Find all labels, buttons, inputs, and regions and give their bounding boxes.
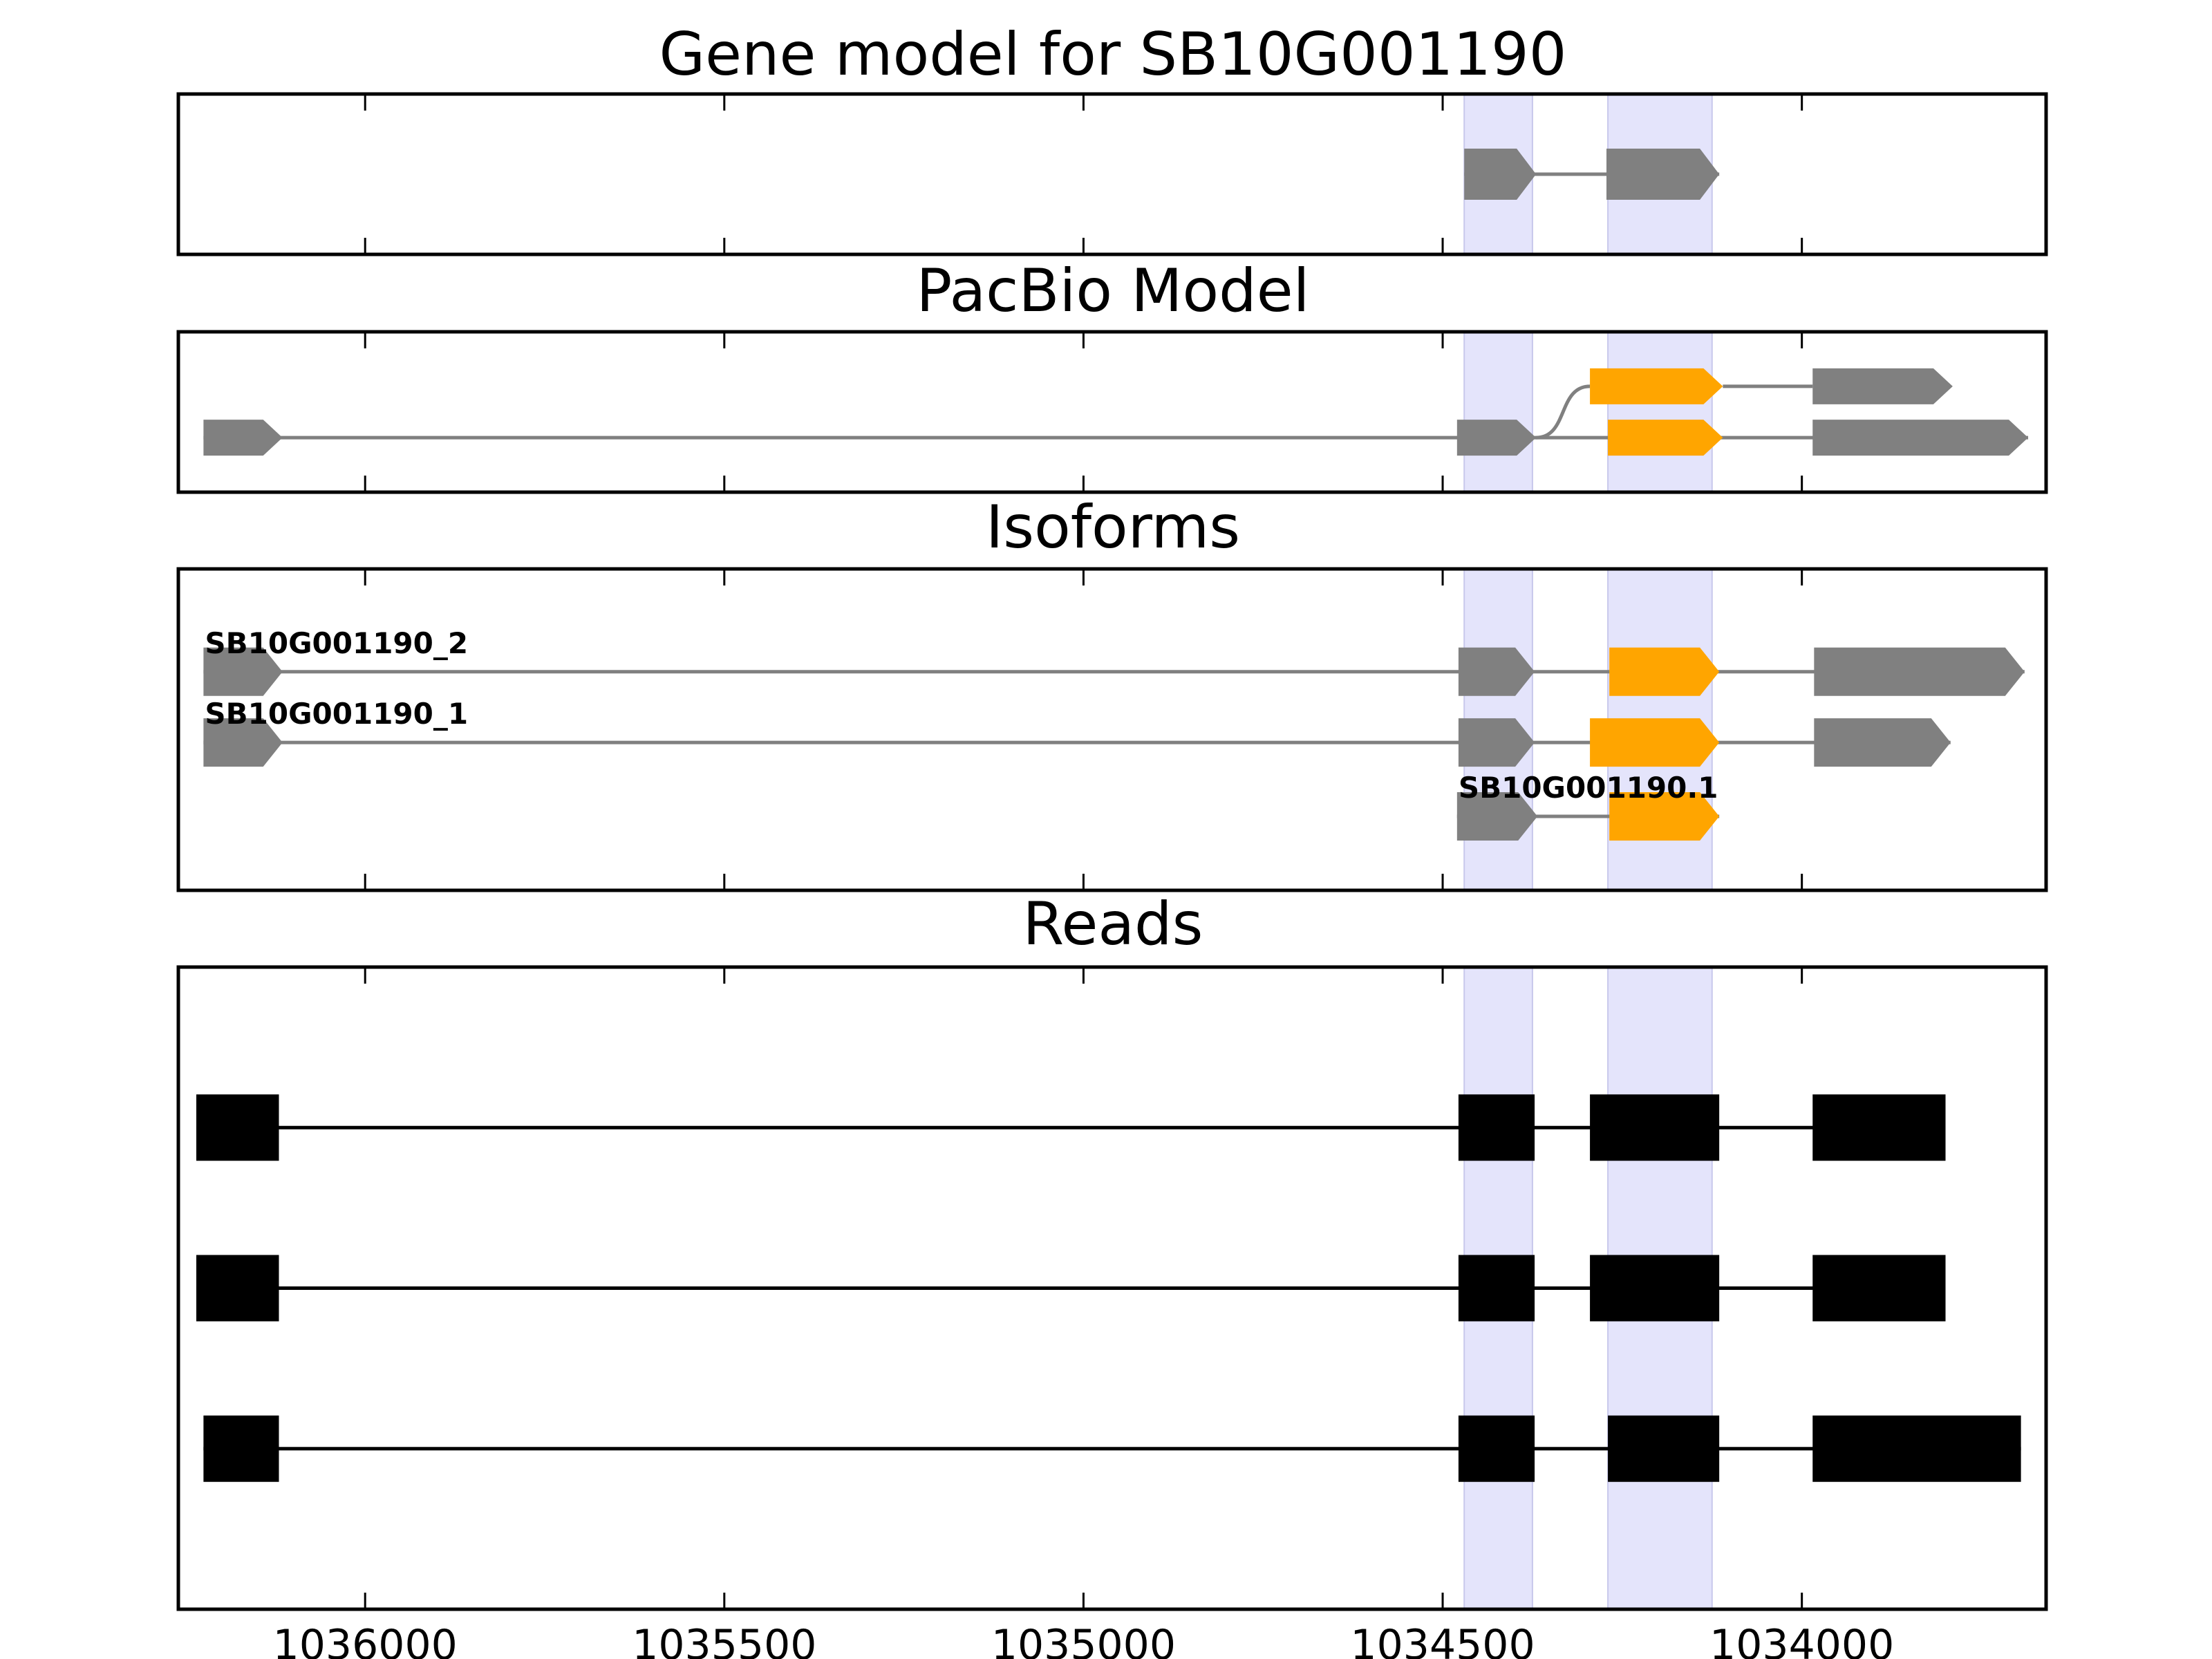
utr-exon-arrow <box>203 647 283 696</box>
read-block <box>1812 1255 1946 1322</box>
x-tick-label: 1035500 <box>632 1621 816 1659</box>
panel-content-gene-model <box>176 92 2048 256</box>
utr-exon-arrow <box>203 420 283 456</box>
panel-frame <box>176 92 2048 256</box>
utr-exon-arrow <box>1814 647 2025 696</box>
read-block <box>1608 1415 1720 1482</box>
read-block <box>1812 1415 2021 1482</box>
cds-exon-arrow <box>1590 718 1720 767</box>
panel-title-reads: Reads <box>1023 890 1203 959</box>
cds-exon-arrow <box>1609 792 1720 841</box>
panel-title-pacbio-model: PacBio Model <box>916 256 1309 326</box>
cds-exon-arrow <box>1590 368 1723 404</box>
highlight-band-2 <box>1607 331 1713 493</box>
utr-exon-arrow <box>1458 718 1535 767</box>
x-tick-label: 1036000 <box>273 1621 458 1659</box>
x-tick-label: 1034000 <box>1709 1621 1894 1659</box>
panel-frame <box>176 330 2048 494</box>
intron-curve <box>1535 384 1591 440</box>
utr-exon-arrow <box>203 718 283 767</box>
x-tick-label: 1035000 <box>991 1621 1176 1659</box>
cds-exon-arrow <box>1608 420 1723 456</box>
panel-gene-model: Gene model for SB10G001190 <box>176 20 2048 256</box>
read-block <box>1590 1255 1720 1322</box>
panel-title-isoforms: Isoforms <box>986 493 1240 562</box>
panel-content-isoforms: SB10G001190_2 SB10G001190_1 SB10G001190.1 <box>176 567 2048 892</box>
utr-exon-arrow <box>1812 420 2029 456</box>
utr-exon-arrow <box>1606 149 1720 200</box>
cds-exon-arrow <box>1609 647 1720 696</box>
read-block <box>1812 1094 1946 1161</box>
read-block <box>203 1415 279 1482</box>
panel-content-pacbio-model <box>176 330 2048 494</box>
panel-frame <box>176 965 2048 1611</box>
highlight-band-1 <box>1463 331 1533 493</box>
isoform-label: SB10G001190_2 <box>205 626 468 660</box>
panel-title-gene-model: Gene model for SB10G001190 <box>659 20 1567 89</box>
x-axis: 1036000 1035500 1035000 1034500 1034000 <box>273 1621 1895 1659</box>
utr-exon-arrow <box>1812 368 1953 404</box>
panel-content-reads <box>176 965 2048 1611</box>
utr-exon-arrow <box>1814 718 1951 767</box>
read-block <box>1458 1255 1535 1322</box>
panel-reads: Reads <box>176 890 2048 1611</box>
read-block <box>1458 1415 1535 1482</box>
x-tick-label: 1034500 <box>1350 1621 1535 1659</box>
utr-exon-arrow <box>1464 149 1537 200</box>
panel-frame <box>176 567 2048 892</box>
utr-exon-arrow <box>1456 792 1538 841</box>
read-block <box>1590 1094 1720 1161</box>
isoform-label: SB10G001190_1 <box>205 697 468 731</box>
read-block <box>196 1255 279 1322</box>
utr-exon-arrow <box>1456 420 1537 456</box>
isoform-label: SB10G001190.1 <box>1459 771 1718 805</box>
read-block <box>1458 1094 1535 1161</box>
panel-pacbio-model: PacBio Model <box>176 256 2048 494</box>
panel-isoforms: Isoforms SB10G001190_2SB10G001190_1SB10G… <box>176 493 2048 892</box>
read-block <box>196 1094 279 1161</box>
utr-exon-arrow <box>1458 647 1535 696</box>
